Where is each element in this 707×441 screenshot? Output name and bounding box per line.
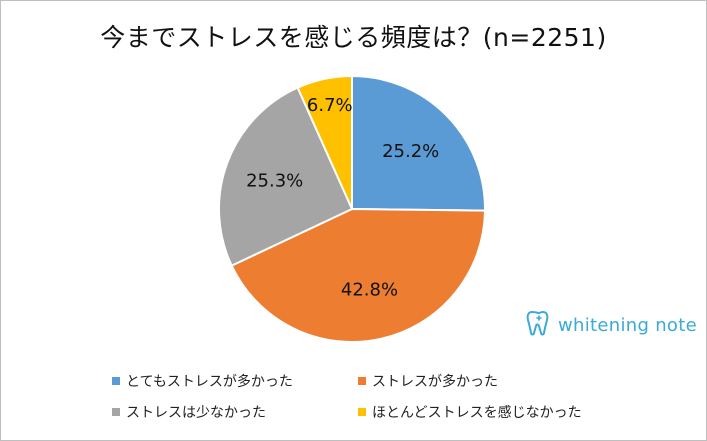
slice-very-stressed [351, 74, 486, 212]
chart-title: 今までストレスを感じる頻度は？(n=2251) [100, 23, 607, 52]
label-stressed: 42.8% [341, 280, 398, 301]
label-very-stressed: 25.2% [382, 141, 439, 162]
slice-stressed [230, 207, 487, 344]
brand-text: whitening note [558, 314, 697, 336]
label-little-stress: 25.3% [246, 170, 303, 191]
tooth-icon [526, 309, 552, 341]
label-almost-no-stress: 6.7% [307, 95, 353, 116]
slice-little-stress [218, 86, 354, 267]
brand-logo: whitening note [526, 309, 697, 341]
slice-almost-no-stress [296, 74, 353, 210]
